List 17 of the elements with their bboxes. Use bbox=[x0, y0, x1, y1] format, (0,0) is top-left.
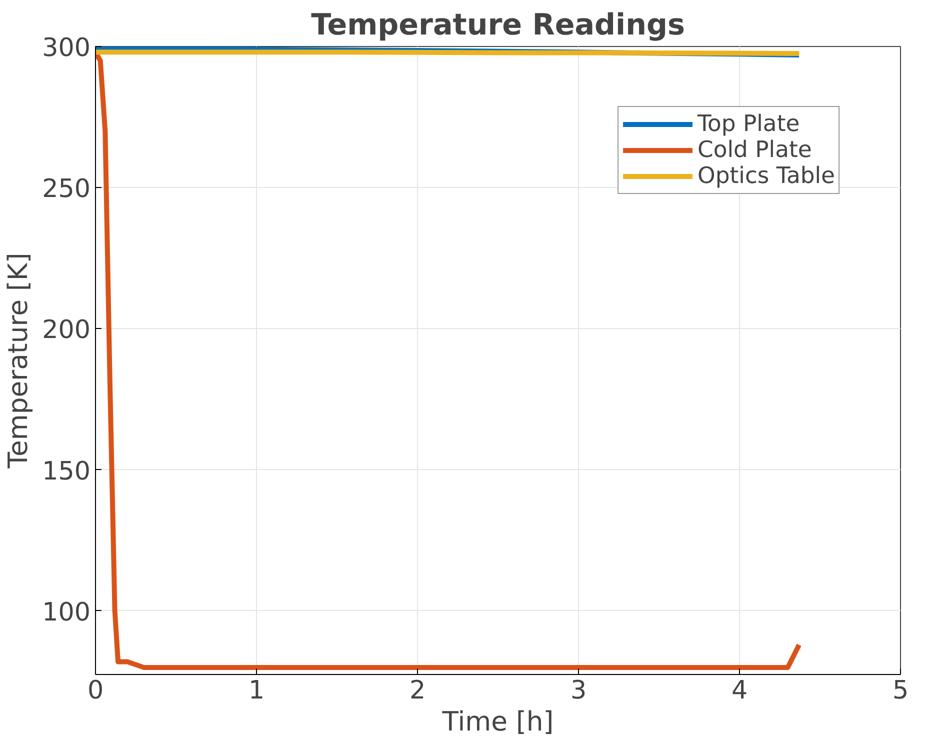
legend-label: Top Plate bbox=[698, 111, 800, 137]
x-tick-label: 3 bbox=[570, 674, 587, 704]
x-tick-label: 1 bbox=[248, 674, 265, 704]
x-tick-label: 2 bbox=[409, 674, 426, 704]
legend-label: Cold Plate bbox=[698, 137, 812, 163]
x-tick-label: 4 bbox=[731, 674, 748, 704]
chart-title: Temperature Readings bbox=[311, 8, 685, 42]
y-tick-label: 250 bbox=[42, 173, 90, 204]
y-tick-label: 300 bbox=[42, 32, 90, 62]
x-tick-label: 0 bbox=[87, 674, 104, 704]
x-axis-title: Time [h] bbox=[441, 706, 554, 738]
legend-label: Optics Table bbox=[698, 163, 835, 189]
y-axis-title: Temperature [K] bbox=[3, 252, 34, 470]
y-tick-label: 200 bbox=[42, 314, 90, 344]
y-tick-label: 100 bbox=[42, 596, 90, 626]
y-tick-label: 150 bbox=[42, 455, 90, 486]
x-tick-label: 5 bbox=[892, 674, 909, 704]
